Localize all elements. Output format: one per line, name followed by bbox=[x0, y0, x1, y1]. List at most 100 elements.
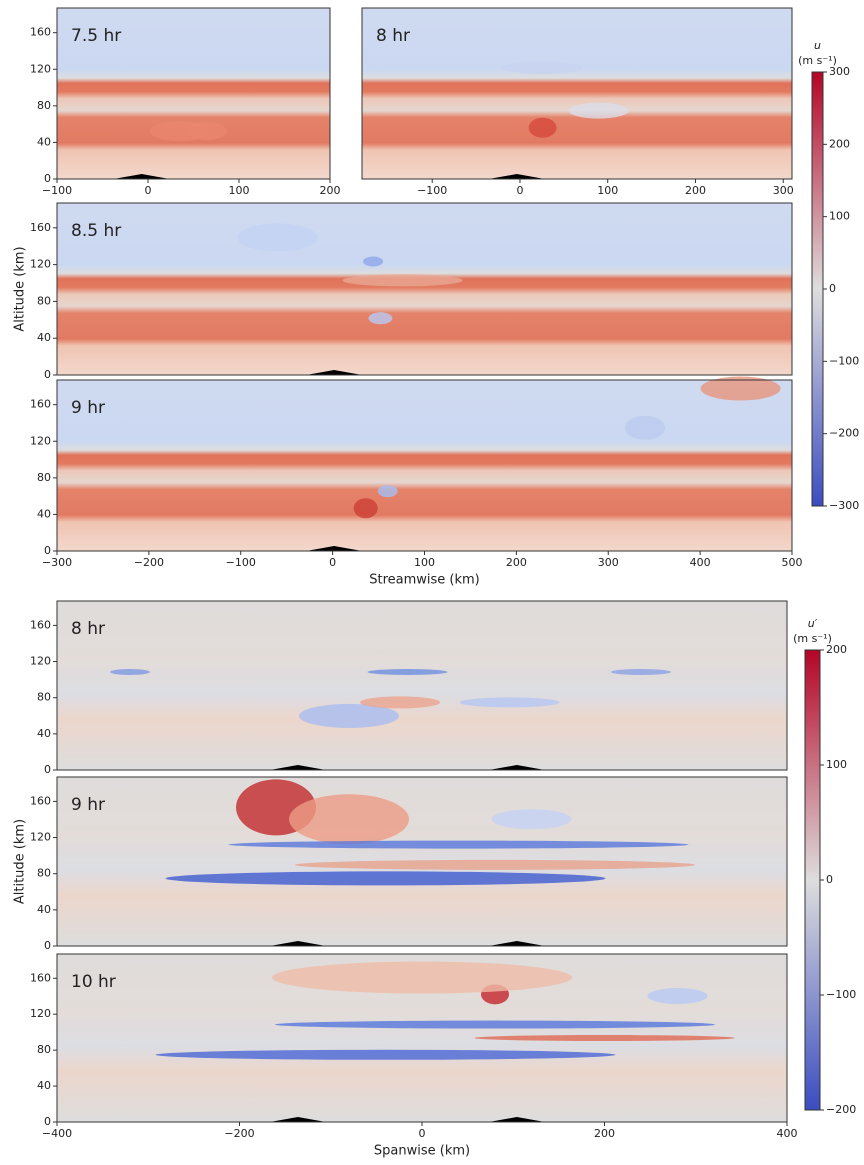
y-axis-label: Altitude (km) bbox=[13, 246, 28, 331]
field-feature bbox=[502, 61, 583, 74]
x-tick-label: −100 bbox=[42, 184, 72, 197]
field-feature bbox=[363, 256, 384, 267]
colorbar-unit: (m s⁻¹) bbox=[793, 632, 832, 645]
x-tick-label: 500 bbox=[782, 556, 803, 569]
y-tick-label: 120 bbox=[30, 831, 51, 844]
y-tick-label: 120 bbox=[30, 62, 51, 75]
x-tick-label: −100 bbox=[226, 556, 256, 569]
y-tick-label: 80 bbox=[37, 691, 51, 704]
y-tick-label: 160 bbox=[30, 618, 51, 631]
y-tick-label: 160 bbox=[30, 221, 51, 234]
y-tick-label: 120 bbox=[30, 1007, 51, 1020]
x-tick-label: 400 bbox=[690, 556, 711, 569]
y-tick-label: 0 bbox=[44, 763, 51, 776]
field-feature bbox=[295, 859, 695, 870]
terrain bbox=[306, 546, 363, 551]
terrain bbox=[269, 941, 326, 946]
terrain bbox=[269, 1117, 326, 1122]
colorbar-unit: (m s⁻¹) bbox=[798, 54, 837, 67]
x-tick-label: 100 bbox=[414, 556, 435, 569]
y-tick-label: 120 bbox=[30, 655, 51, 668]
field bbox=[57, 8, 330, 179]
field-feature bbox=[299, 703, 399, 728]
panel: 9 hr 0 40 80 120 160 −300 −200 −100 0 100 200 300 400… bbox=[30, 376, 803, 588]
field-feature bbox=[491, 809, 572, 830]
y-tick-label: 80 bbox=[37, 867, 51, 880]
colorbar-tick-label: −100 bbox=[826, 988, 856, 1001]
y-axis-label: Altitude (km) bbox=[13, 819, 28, 904]
y-tick-label: 0 bbox=[44, 939, 51, 952]
y-tick-label: 80 bbox=[37, 1043, 51, 1056]
colorbar-scale bbox=[804, 649, 821, 1111]
x-tick-label: −200 bbox=[224, 1127, 254, 1140]
y-tick-label: 120 bbox=[30, 434, 51, 447]
x-tick-label: 0 bbox=[329, 556, 336, 569]
field-feature bbox=[353, 498, 378, 519]
frame bbox=[361, 7, 793, 180]
colorbar-tick-label: 0 bbox=[829, 282, 836, 295]
panel-title: 9 hr bbox=[71, 795, 105, 815]
field-feature bbox=[528, 117, 557, 138]
colorbar-label: u′ bbox=[808, 617, 818, 630]
colorbar: −200 −100 0 100 200 u′ (m s⁻¹) bbox=[793, 617, 856, 1116]
field-feature bbox=[272, 961, 572, 994]
x-tick-label: 400 bbox=[777, 1127, 798, 1140]
terrain bbox=[306, 370, 363, 375]
colorbar-tick-label: 100 bbox=[826, 758, 847, 771]
y-tick-label: 160 bbox=[30, 398, 51, 411]
colorbar-tick-label: 0 bbox=[826, 873, 833, 886]
x-tick-label: −400 bbox=[42, 1127, 72, 1140]
y-tick-label: 120 bbox=[30, 258, 51, 271]
field bbox=[57, 203, 792, 375]
frame bbox=[56, 600, 788, 771]
colorbar: −300 −200 −100 0 100 200 300 u (m s⁻¹) bbox=[798, 39, 859, 512]
field-feature bbox=[568, 102, 629, 119]
x-tick-label: 100 bbox=[597, 184, 618, 197]
field-feature bbox=[700, 376, 781, 401]
panel: 8 hr 0 40 80 120 160 bbox=[30, 600, 788, 776]
x-axis-label: Spanwise (km) bbox=[374, 1144, 470, 1159]
x-tick-label: 0 bbox=[145, 184, 152, 197]
plots: 7.5 hr 0 40 80 120 160 −100 0 100 200 8 hr −100 0 100… bbox=[13, 7, 859, 1159]
y-tick-label: 0 bbox=[44, 544, 51, 557]
x-tick-label: 200 bbox=[594, 1127, 615, 1140]
y-tick-label: 40 bbox=[37, 903, 51, 916]
colorbar-tick-label: 200 bbox=[826, 643, 847, 656]
field-feature bbox=[289, 794, 409, 845]
field-feature bbox=[367, 668, 448, 675]
field-feature bbox=[611, 668, 671, 675]
x-tick-label: −100 bbox=[417, 184, 447, 197]
terrain bbox=[113, 174, 170, 179]
panel-title: 7.5 hr bbox=[71, 26, 121, 46]
panel-title: 10 hr bbox=[71, 972, 116, 992]
x-tick-label: 100 bbox=[229, 184, 250, 197]
field bbox=[57, 380, 792, 551]
field-feature bbox=[187, 122, 228, 141]
terrain bbox=[488, 1117, 545, 1122]
x-tick-label: 0 bbox=[516, 184, 523, 197]
colorbar-scale bbox=[811, 71, 824, 507]
y-tick-label: 40 bbox=[37, 1079, 51, 1092]
colorbar-tick-label: 200 bbox=[829, 137, 850, 150]
field-feature bbox=[228, 840, 689, 849]
terrain bbox=[488, 765, 545, 770]
panel-title: 8 hr bbox=[71, 619, 105, 639]
field-feature bbox=[377, 485, 398, 498]
field bbox=[362, 8, 792, 179]
x-tick-label: −200 bbox=[134, 556, 164, 569]
panel-title: 8 hr bbox=[376, 26, 410, 46]
y-tick-label: 40 bbox=[37, 331, 51, 344]
terrain bbox=[488, 941, 545, 946]
panel: 10 hr 0 40 80 120 160 −400 −200 0 200 400 Spanwise … bbox=[30, 953, 798, 1159]
y-tick-label: 0 bbox=[44, 368, 51, 381]
colorbar-tick-label: −100 bbox=[829, 354, 859, 367]
field-feature bbox=[165, 871, 606, 886]
field-feature bbox=[237, 223, 318, 252]
colorbar-label: u bbox=[814, 39, 821, 52]
frame bbox=[56, 202, 793, 376]
frame bbox=[56, 7, 331, 180]
y-tick-label: 160 bbox=[30, 26, 51, 39]
colorbar-tick-label: −300 bbox=[829, 499, 859, 512]
y-tick-label: 0 bbox=[44, 1115, 51, 1128]
